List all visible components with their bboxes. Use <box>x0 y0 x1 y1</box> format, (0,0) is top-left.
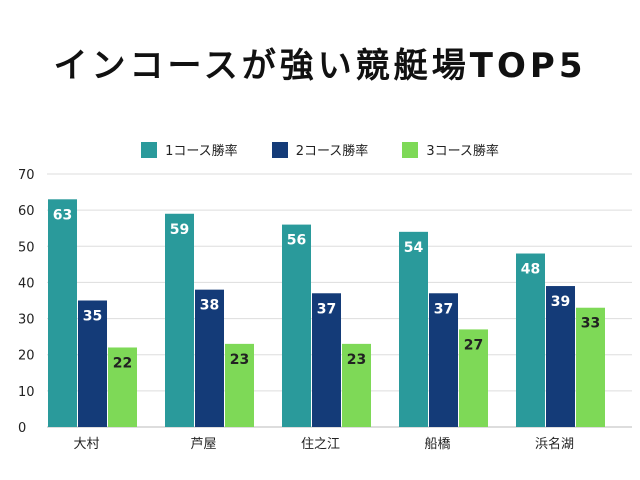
legend-label-series1: 1コース勝率 <box>165 144 238 159</box>
bar <box>546 286 575 427</box>
data-label: 23 <box>347 352 366 368</box>
legend-swatch-series2 <box>271 141 288 158</box>
x-tick-label: 住之江 <box>301 437 340 452</box>
bar <box>459 329 488 427</box>
x-tick-label: 大村 <box>73 437 99 452</box>
bar <box>165 213 194 427</box>
bar <box>225 343 254 427</box>
y-tick-label: 60 <box>18 204 35 219</box>
bar <box>282 224 311 427</box>
legend-item-series2: 2コース勝率 <box>271 140 369 159</box>
legend: 1コース勝率 2コース勝率 3コース勝率 <box>0 140 640 159</box>
legend-swatch-series3 <box>402 141 419 158</box>
y-tick-label: 10 <box>18 385 35 400</box>
y-tick-label: 50 <box>18 240 35 255</box>
data-label: 56 <box>287 233 306 249</box>
chart-title: インコースが強い競艇場TOP5 <box>53 46 587 86</box>
data-label: 48 <box>521 262 540 278</box>
data-label: 33 <box>581 316 600 332</box>
bar <box>78 300 107 427</box>
data-label: 37 <box>317 301 336 317</box>
data-label: 22 <box>113 355 132 371</box>
legend-label-series3: 3コース勝率 <box>426 144 499 159</box>
y-tick-label: 20 <box>18 349 35 364</box>
y-tick-label: 30 <box>18 313 35 328</box>
bar <box>312 293 341 427</box>
data-label: 27 <box>464 337 483 353</box>
x-tick-label: 芦屋 <box>190 437 216 452</box>
data-label: 63 <box>53 207 72 223</box>
bar <box>429 293 458 427</box>
y-tick-label: 70 <box>18 168 35 183</box>
y-tick-label: 0 <box>18 421 26 436</box>
legend-item-series1: 1コース勝率 <box>141 140 238 159</box>
y-tick-label: 40 <box>18 276 35 291</box>
data-label: 23 <box>230 352 249 368</box>
legend-item-series3: 3コース勝率 <box>402 140 499 159</box>
legend-label-series2: 2コース勝率 <box>295 144 369 159</box>
bar <box>48 199 77 427</box>
data-label: 39 <box>551 294 570 310</box>
bar <box>576 307 605 427</box>
bar <box>342 343 371 427</box>
legend-swatch-series1 <box>141 141 158 158</box>
data-label: 35 <box>83 309 102 325</box>
bar <box>516 253 545 427</box>
bar <box>399 231 428 427</box>
x-tick-label: 浜名湖 <box>535 436 574 452</box>
data-label: 59 <box>170 222 189 238</box>
bar <box>108 347 137 427</box>
x-tick-label: 船橋 <box>424 437 450 452</box>
bar <box>195 289 224 427</box>
data-label: 38 <box>200 298 219 314</box>
data-label: 37 <box>434 301 453 317</box>
data-label: 54 <box>404 240 424 256</box>
